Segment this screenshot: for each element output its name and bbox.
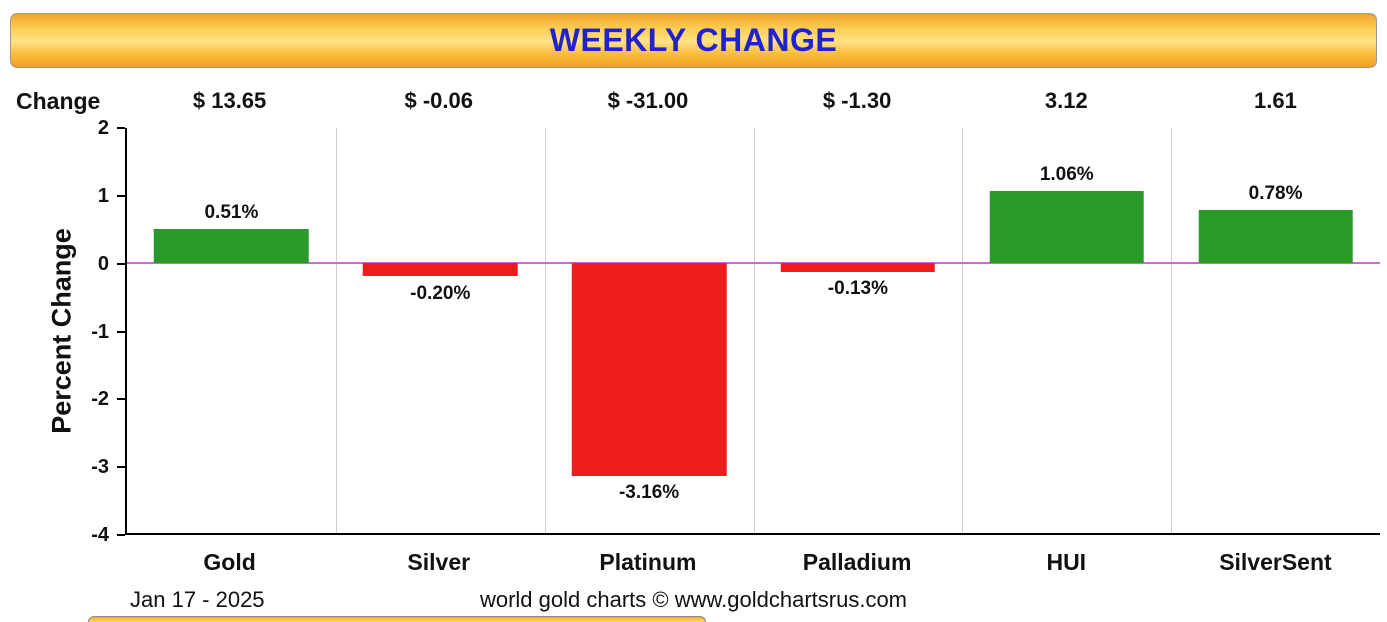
change-values: $ 13.65 $ -0.06 $ -31.00 $ -1.30 3.12 1.61 xyxy=(125,88,1380,114)
y-tick-label: -3 xyxy=(91,456,109,479)
bar-palladium xyxy=(780,262,936,272)
bar-value-label: -3.16% xyxy=(618,482,680,504)
x-axis-label-silver: Silver xyxy=(407,549,471,575)
y-tick-mark xyxy=(117,262,125,265)
y-tick-label: 2 xyxy=(97,117,109,139)
bar-value-label: 0.51% xyxy=(204,201,259,223)
change-value: $ -0.06 xyxy=(404,88,474,113)
x-axis-labels: Gold Silver Platinum Palladium HUI SilverSent xyxy=(125,549,1380,576)
change-row: Change $ 13.65 $ -0.06 $ -31.00 $ -1.30 3.12… xyxy=(0,86,1387,116)
gridline xyxy=(962,128,964,533)
bar-hui xyxy=(989,191,1145,263)
next-banner-partial xyxy=(88,616,706,622)
y-tick-mark xyxy=(117,466,125,469)
plot-area: 0.51% -0.20% -3.16% -0.13% 1.06% 0.78% xyxy=(125,128,1380,535)
bar-value-label: 1.06% xyxy=(1039,164,1094,186)
change-value: 1.61 xyxy=(1254,88,1297,113)
title-banner: WEEKLY CHANGE xyxy=(10,13,1377,68)
bar-gold xyxy=(154,228,309,263)
change-value: $ 13.65 xyxy=(192,88,267,113)
x-axis-label-palladium: Palladium xyxy=(802,549,912,575)
y-axis: 2 1 0 -1 -2 -3 -4 xyxy=(0,117,125,546)
chart-title: WEEKLY CHANGE xyxy=(549,22,838,58)
y-tick-mark xyxy=(117,330,125,333)
bar-value-label: -0.20% xyxy=(410,282,471,304)
change-value: 3.12 xyxy=(1044,88,1088,113)
y-tick-mark xyxy=(117,534,125,536)
chart-date: Jan 17 - 2025 xyxy=(130,587,265,612)
x-axis-label-hui: HUI xyxy=(1046,549,1087,575)
bar-silversent xyxy=(1198,210,1353,263)
bar-value-label: 0.78% xyxy=(1248,183,1303,205)
change-value: $ -1.30 xyxy=(822,88,892,113)
bar-silver xyxy=(362,262,518,277)
y-tick-label: -2 xyxy=(91,388,109,411)
x-axis-label-platinum: Platinum xyxy=(599,549,697,575)
zero-line xyxy=(127,261,1380,264)
y-tick-label: 1 xyxy=(97,184,109,207)
gridline xyxy=(335,128,337,533)
y-tick-mark xyxy=(117,398,125,401)
bar-value-label: -0.13% xyxy=(827,277,889,299)
gridline xyxy=(1171,128,1173,533)
y-tick-label: 0 xyxy=(97,252,109,275)
chart-credit: world gold charts © www.goldchartsrus.co… xyxy=(479,587,908,612)
change-row-label: Change xyxy=(16,88,101,114)
y-tick-label: -4 xyxy=(91,524,109,546)
bar-platinum xyxy=(571,262,727,477)
gridline xyxy=(544,128,546,533)
change-value: $ -31.00 xyxy=(607,88,689,113)
y-tick-mark xyxy=(117,194,125,197)
gridline xyxy=(753,128,755,533)
x-axis-label-silversent: SilverSent xyxy=(1219,549,1332,575)
y-tick-mark xyxy=(117,127,125,129)
y-tick-label: -1 xyxy=(91,320,109,343)
x-axis-label-gold: Gold xyxy=(203,549,256,575)
